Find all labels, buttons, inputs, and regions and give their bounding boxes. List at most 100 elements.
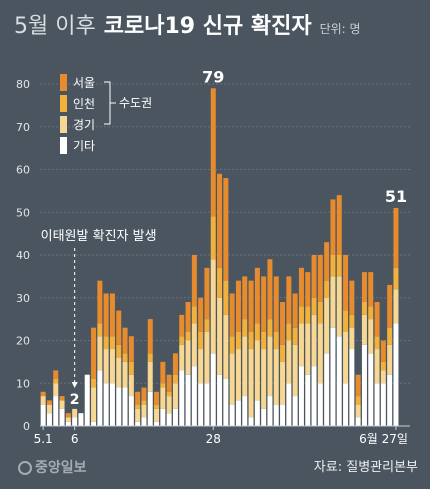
bar-segment [103, 293, 109, 337]
bar-segment [154, 404, 160, 409]
bar-stack [292, 293, 298, 426]
bar-segment [387, 284, 393, 328]
bar-segment [78, 413, 84, 426]
bar-stack [40, 391, 46, 426]
bar-segment [147, 353, 153, 362]
bar-segment [235, 331, 241, 350]
bar-stack [91, 327, 97, 426]
bar-stack [210, 88, 216, 426]
bar-segment [198, 349, 204, 384]
bar-segment [286, 276, 292, 324]
bar-stack [223, 178, 229, 426]
bar-segment [210, 353, 216, 426]
bar-segment [122, 327, 128, 354]
x-tick-label: 6 [71, 432, 79, 446]
y-tick-label: 10 [16, 377, 30, 390]
bar-segment [185, 331, 191, 341]
y-tick-label: 70 [16, 121, 30, 134]
legend-swatch [60, 116, 67, 133]
bar-segment [204, 331, 210, 384]
bar-segment [53, 396, 59, 426]
bar-segment [128, 361, 134, 375]
bar-segment [298, 323, 304, 367]
bar-segment [248, 331, 254, 350]
bar-segment [53, 370, 59, 379]
bar-stack [147, 319, 153, 426]
bar-segment [336, 336, 342, 426]
bar-segment [172, 374, 178, 384]
annotation-value: 51 [385, 187, 407, 206]
bar-segment [122, 387, 128, 426]
bar-segment [336, 255, 342, 277]
bar-segment [330, 276, 336, 328]
bar-segment [387, 327, 393, 345]
bar-segment [254, 400, 260, 426]
bar-segment [380, 383, 386, 426]
bar-stack [141, 387, 147, 426]
bar-stack [59, 396, 65, 426]
annotation-value: 2 [70, 392, 80, 408]
bar-segment [267, 396, 273, 426]
bar-segment [317, 255, 323, 303]
bar-stack [355, 374, 361, 426]
bar-stack [166, 374, 172, 426]
bar-stack [229, 293, 235, 426]
bar-segment [242, 336, 248, 397]
bar-stack [330, 199, 336, 426]
bar-segment [349, 349, 355, 426]
bar-segment [116, 344, 122, 358]
bar-segment [191, 366, 197, 426]
bar-segment [160, 383, 166, 388]
bar-segment [235, 349, 241, 401]
bar-segment [97, 370, 103, 426]
bar-stack [191, 255, 197, 426]
bar-segment [393, 207, 399, 268]
bar-segment [223, 378, 229, 426]
bar-stack [242, 276, 248, 426]
bar-segment [172, 353, 178, 375]
bar-segment [324, 353, 330, 426]
bar-segment [223, 280, 229, 315]
bar-stack [298, 267, 304, 426]
bar-segment [261, 408, 267, 426]
bar-segment [298, 306, 304, 324]
bar-segment [361, 272, 367, 303]
x-tick-label: 6월 27일 [359, 432, 408, 446]
bar-segment [280, 344, 286, 362]
legend-label: 경기 [73, 118, 95, 132]
bar-segment [160, 361, 166, 384]
bar-stack [122, 327, 128, 426]
bar-stack [280, 302, 286, 426]
bar-stack [53, 370, 59, 426]
bar-segment [109, 293, 115, 337]
bar-segment [248, 417, 254, 426]
bar-segment [336, 195, 342, 255]
bar-segment [40, 396, 46, 405]
bar-segment [72, 417, 78, 426]
annotation-label: 이태원발 확진자 발생 [41, 229, 157, 244]
bar-stack [248, 280, 254, 426]
bar-segment [72, 408, 78, 418]
bar-stack [72, 408, 78, 426]
bar-segment [343, 255, 349, 311]
bar-segment [292, 344, 298, 397]
source-note: 자료: 질병관리본부 [313, 460, 418, 475]
bar-stack [204, 267, 210, 426]
bar-segment [40, 404, 46, 426]
bar-segment [254, 267, 260, 324]
bar-segment [355, 396, 361, 405]
bar-segment [147, 361, 153, 392]
bar-segment [330, 255, 336, 277]
bar-segment [235, 280, 241, 332]
bar-stack [109, 293, 115, 426]
bar-segment [343, 331, 349, 384]
annotation-arrow [71, 382, 78, 388]
bar-segment [198, 297, 204, 332]
bar-segment [204, 383, 210, 426]
bar-stack [336, 195, 342, 426]
bar-segment [229, 336, 235, 354]
bar-segment [248, 349, 254, 418]
bar-segment [261, 276, 267, 332]
y-tick-label: 40 [16, 249, 30, 262]
